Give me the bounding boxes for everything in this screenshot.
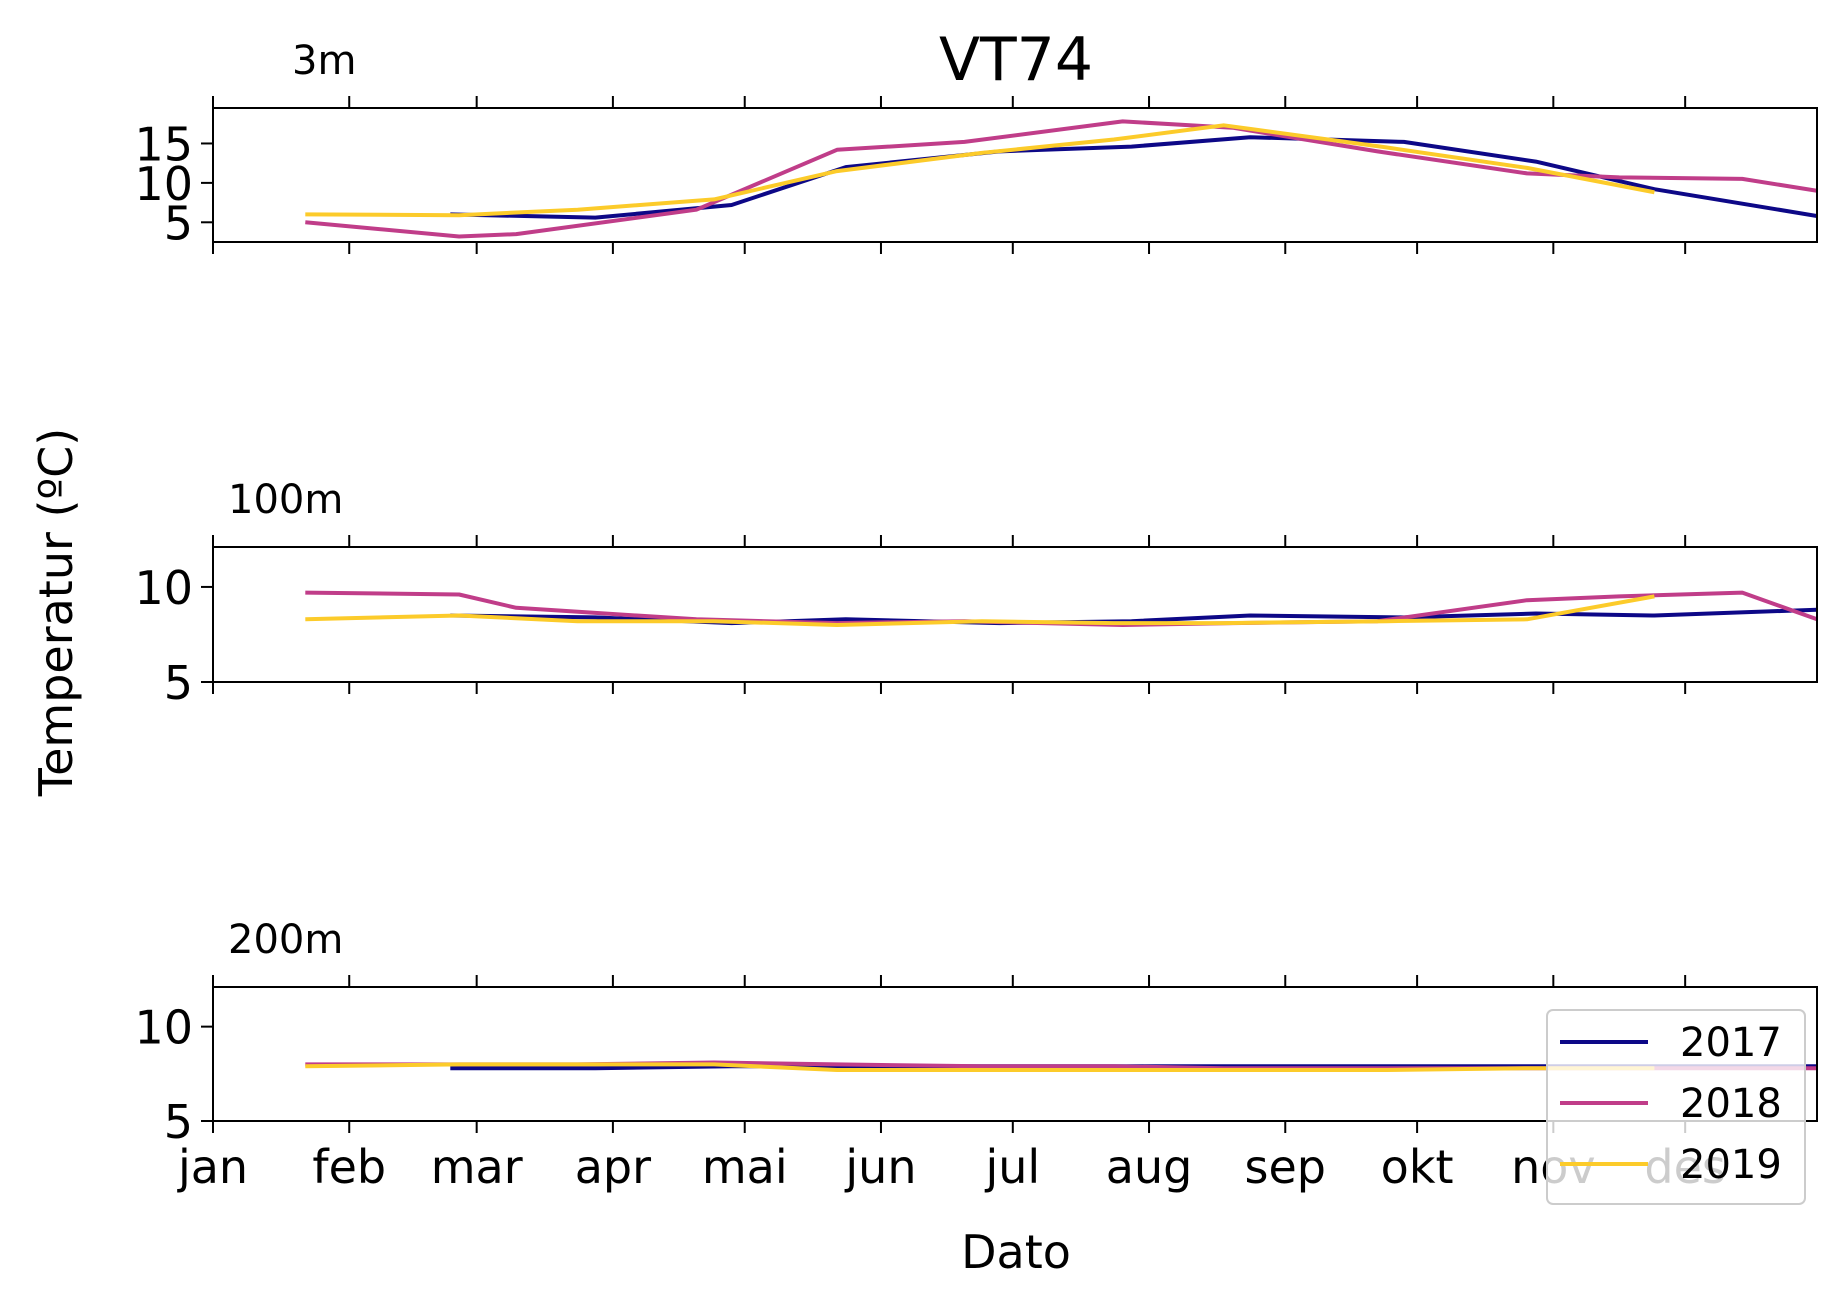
- legend-frame: [1546, 1009, 1806, 1205]
- series-line-2019: [305, 1062, 1655, 1072]
- x-tick-label: apr: [575, 1140, 651, 1194]
- chart-legend: 2017 2018 2019: [1546, 1009, 1806, 1205]
- legend-label-2017: 2017: [1680, 1020, 1782, 1066]
- y-tick-label: 5: [164, 656, 193, 710]
- x-tick-label: mar: [431, 1140, 523, 1194]
- x-axis-label: Dato: [961, 1225, 1071, 1279]
- y-tick-label: 5: [164, 196, 193, 250]
- x-tick-label: jul: [984, 1140, 1040, 1194]
- panel-label: 100m: [228, 477, 343, 523]
- x-tick-label: jun: [844, 1140, 916, 1194]
- series-line-2018: [305, 119, 1817, 239]
- panel-label: 3m: [292, 38, 356, 84]
- axes-frame: [212, 986, 1818, 1122]
- chart-title: VT74: [939, 25, 1093, 95]
- legend-label-2019: 2019: [1680, 1142, 1782, 1188]
- panel-100m: 100m 5 10: [134, 477, 1818, 710]
- axes-frame: [212, 546, 1818, 683]
- y-axis-label: Temperatur (ºC): [29, 428, 83, 797]
- series-line-2019: [305, 594, 1655, 627]
- x-tick-label: feb: [312, 1140, 386, 1194]
- x-tick-label: jan: [177, 1140, 248, 1194]
- y-tick-label: 5: [164, 1095, 193, 1149]
- series-group: [305, 119, 1817, 239]
- panel-label: 200m: [228, 917, 343, 963]
- y-tick-label: 10: [134, 1001, 193, 1055]
- legend-label-2018: 2018: [1680, 1081, 1782, 1127]
- y-tick-label: 10: [134, 157, 193, 211]
- x-tick-label: sep: [1245, 1140, 1326, 1194]
- y-tick-label: 15: [134, 117, 193, 171]
- x-tick-label: okt: [1381, 1140, 1454, 1194]
- axes-frame: [212, 107, 1818, 243]
- x-tick-label: mai: [702, 1140, 788, 1194]
- x-tick-label: aug: [1106, 1140, 1193, 1194]
- series-line-2019: [305, 123, 1655, 218]
- series-group: [305, 590, 1817, 627]
- y-tick-label: 10: [134, 561, 193, 615]
